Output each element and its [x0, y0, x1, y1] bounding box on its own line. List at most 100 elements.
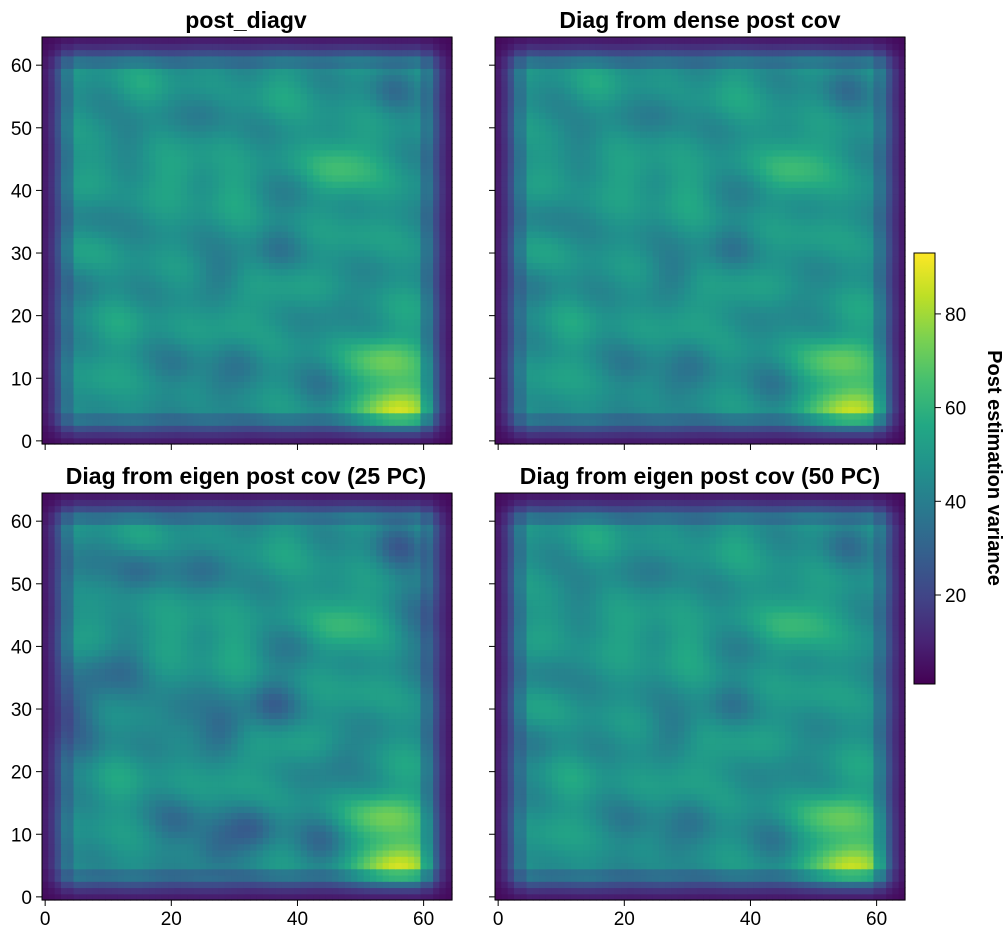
heat-cell: [275, 149, 283, 157]
heat-cell: [357, 274, 365, 282]
y-tick-label: 10: [11, 369, 32, 390]
heat-cell: [262, 212, 270, 220]
heat-cell: [48, 187, 56, 195]
heat-cell: [54, 55, 62, 63]
heat-cell: [325, 124, 333, 132]
heat-cell: [640, 368, 647, 376]
heat-cell: [124, 105, 131, 113]
heat-cell: [414, 130, 422, 138]
panel-title: Diag from dense post cov: [559, 7, 840, 33]
heat-cell: [300, 93, 308, 101]
heat-cell: [206, 350, 213, 357]
heat-cell: [117, 118, 125, 126]
heat-cell: [79, 130, 87, 138]
heat-cell: [433, 43, 440, 51]
heat-cell: [407, 174, 415, 182]
heat-cell: [382, 368, 390, 376]
heat-cell: [370, 162, 377, 170]
heat-cell: [117, 331, 125, 339]
heat-cell: [376, 130, 384, 138]
heat-cell: [54, 362, 62, 370]
heat-cell: [306, 187, 314, 195]
heat-cell: [180, 93, 188, 101]
heat-cell: [294, 87, 302, 94]
heat-cell: [351, 393, 358, 401]
heat-cell: [545, 387, 553, 395]
heat-cell: [60, 187, 68, 195]
heat-cell: [433, 137, 440, 145]
heat-cell: [142, 105, 150, 113]
heat-cell: [414, 431, 422, 439]
heat-cell: [155, 68, 163, 76]
heat-cell: [60, 87, 68, 94]
heat-cell: [407, 155, 415, 163]
heat-cell: [48, 149, 56, 157]
heat-cell: [231, 400, 239, 408]
heat-cell: [98, 375, 106, 382]
heat-cell: [105, 262, 112, 270]
heat-cell: [73, 149, 81, 157]
heat-cell: [545, 400, 553, 408]
heat-cell: [275, 312, 283, 320]
heat-cell: [300, 393, 308, 401]
heat-cell: [325, 237, 333, 245]
heat-cell: [98, 143, 106, 151]
heat-cell: [98, 118, 106, 126]
heat-cell: [218, 149, 226, 157]
heat-cell: [332, 93, 340, 101]
heat-cell: [338, 212, 346, 220]
heat-cell: [199, 381, 207, 389]
heat-cell: [564, 387, 572, 395]
heat-cell: [363, 43, 371, 51]
heat-cell: [218, 143, 226, 151]
heat-cell: [117, 343, 125, 351]
heat-cell: [136, 350, 144, 357]
heat-cell: [791, 437, 799, 445]
heat-cell: [357, 237, 365, 245]
heat-cell: [376, 162, 384, 170]
heat-cell: [193, 249, 201, 257]
heat-cell: [98, 268, 106, 276]
heat-cell: [351, 249, 358, 257]
heat-cell: [520, 437, 528, 445]
heat-cell: [357, 249, 365, 257]
heat-cell: [426, 187, 434, 195]
heat-cell: [344, 43, 352, 51]
heat-cell: [79, 343, 87, 351]
heat-cell: [206, 99, 213, 107]
heat-cell: [294, 218, 302, 226]
heat-cell: [288, 43, 295, 51]
heat-cell: [370, 375, 377, 382]
heat-cell: [256, 93, 264, 101]
heat-cell: [407, 312, 415, 320]
heat-cell: [602, 400, 610, 408]
heat-cell: [243, 406, 251, 414]
heat-cell: [300, 375, 308, 382]
heat-cell: [231, 187, 239, 195]
heat-cell: [130, 224, 138, 232]
heat-cell: [142, 181, 150, 188]
heat-cell: [193, 412, 201, 420]
heat-cell: [288, 281, 295, 289]
heat-cell: [250, 249, 258, 257]
heat-cell: [300, 74, 308, 82]
heat-cell: [231, 206, 239, 213]
heat-cell: [420, 256, 428, 264]
heat-cell: [124, 281, 131, 289]
heat-cell: [168, 105, 176, 113]
heat-cell: [357, 74, 365, 82]
heat-cell: [105, 362, 112, 370]
heat-cell: [212, 74, 220, 82]
heat-cell: [199, 337, 207, 345]
heat-cell: [778, 400, 786, 408]
heat-cell: [816, 393, 824, 401]
heat-cell: [602, 437, 610, 445]
heat-cell: [357, 149, 365, 157]
heat-cell: [395, 93, 403, 101]
heat-cell: [212, 318, 220, 326]
heat-cell: [778, 425, 786, 433]
heat-cell: [558, 393, 565, 401]
heat-cell: [370, 356, 377, 364]
heat-cell: [206, 124, 213, 132]
heat-cell: [401, 224, 409, 232]
